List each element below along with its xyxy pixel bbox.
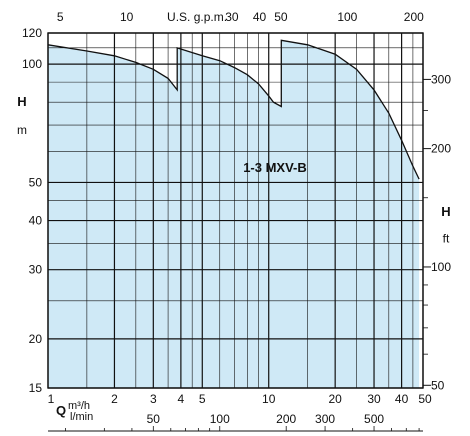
- y-tick-label-m: 15: [29, 381, 43, 395]
- x-axis-unit-m3h: m³/h: [68, 400, 90, 412]
- x-axis-unit-lmin: l/min: [70, 411, 93, 423]
- y-tick-label-m: 20: [29, 332, 43, 346]
- y-tick-label-m: 50: [29, 175, 43, 189]
- x-tick-label-m3h: 2: [111, 392, 118, 406]
- x-axis-symbol: Q: [56, 403, 66, 418]
- x-tick-label-m3h: 4: [178, 392, 185, 406]
- grid: [47, 32, 424, 389]
- performance-area-fill: [48, 40, 420, 389]
- x-tick-label-gpm: 10: [120, 10, 134, 24]
- series-label: 1-3 MXV-B: [243, 160, 307, 175]
- x-tick-label-lmin: 100: [210, 412, 230, 426]
- y-tick-label-m: 30: [29, 263, 43, 277]
- x-tick-label-m3h: 10: [262, 392, 276, 406]
- x-tick-label-lmin: 500: [364, 412, 384, 426]
- y-tick-label-ft: 300: [431, 72, 451, 86]
- plot-frame: [47, 32, 424, 389]
- x-tick-label-gpm: 100: [337, 10, 357, 24]
- y-axis-unit-m: m: [17, 123, 27, 137]
- y-axis-label-ft: H: [441, 204, 450, 219]
- x-tick-label-gpm: 50: [274, 10, 288, 24]
- performance-curve: [47, 39, 420, 180]
- x-axis-title-gpm: U.S. g.p.m.: [167, 10, 227, 24]
- y-axis-unit-ft: ft: [443, 232, 450, 246]
- x-tick-label-m3h: 1: [48, 392, 55, 406]
- x-tick-label-m3h: 50: [418, 392, 432, 406]
- y-tick-label-m: 40: [29, 214, 43, 228]
- x-tick-label-lmin: 50: [147, 412, 161, 426]
- x-tick-label-lmin: 300: [315, 412, 335, 426]
- x-tick-label-gpm: 200: [404, 10, 424, 24]
- performance-area: [48, 40, 420, 389]
- y-axis-label-m: H: [17, 94, 26, 109]
- x-tick-label-gpm: 30: [225, 10, 239, 24]
- y-tick-label-ft: 50: [431, 378, 445, 392]
- y-tick-label-m: 120: [22, 26, 42, 40]
- x-tick-label-m3h: 40: [395, 392, 409, 406]
- x-tick-label-m3h: 20: [328, 392, 342, 406]
- x-tick-label-lmin: 200: [276, 412, 296, 426]
- x-tick-label-m3h: 5: [199, 392, 206, 406]
- x-tick-label-gpm: 40: [253, 10, 267, 24]
- y-tick-label-ft: 200: [431, 142, 451, 156]
- x-tick-label-m3h: 30: [367, 392, 381, 406]
- x-tick-label-m3h: 3: [150, 392, 157, 406]
- y-tick-label-m: 100: [22, 57, 42, 71]
- x-tick-label-gpm: 5: [57, 10, 64, 24]
- y-tick-label-ft: 100: [431, 260, 451, 274]
- performance-curve-line: [47, 39, 420, 180]
